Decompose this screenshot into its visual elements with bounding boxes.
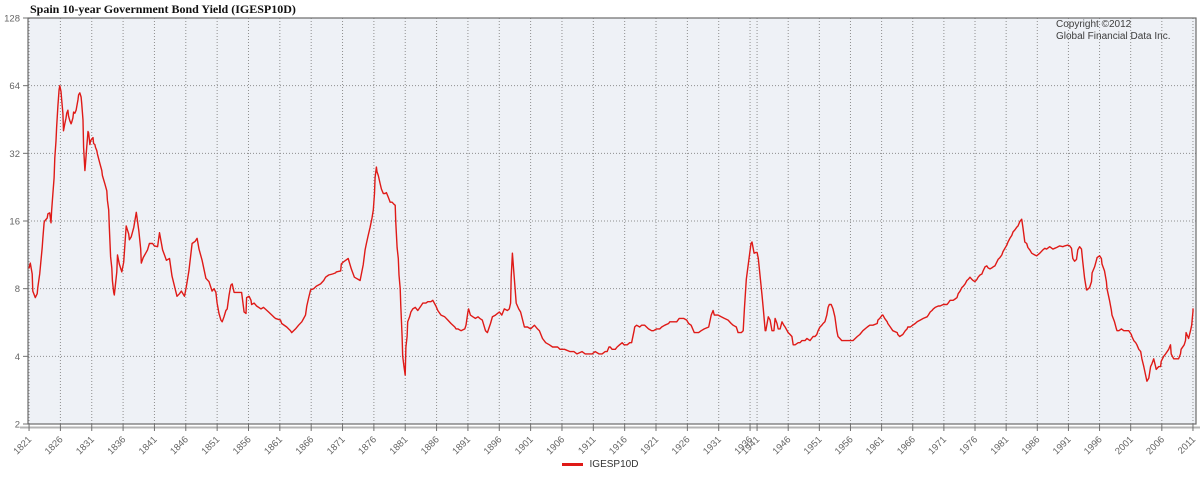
y-axis-labels: 2 4 8 16 32 64 128 [4, 14, 20, 431]
x-tick-label: 1871 [325, 434, 348, 457]
x-tick-label: 1836 [105, 434, 128, 457]
x-tick-label: 1866 [294, 434, 317, 457]
x-tick-label: 1986 [1020, 434, 1043, 457]
x-tick-label: 1896 [482, 434, 505, 457]
x-tick-label: 1991 [1051, 434, 1074, 457]
x-tick-label: 1961 [864, 434, 887, 457]
x-tick-label: 1916 [607, 434, 630, 457]
copyright-line-2: Global Financial Data Inc. [1056, 30, 1171, 42]
x-tick-label: 2001 [1113, 434, 1136, 457]
x-tick-label: 2006 [1144, 434, 1167, 457]
x-tick-label: 1966 [895, 434, 918, 457]
y-tick-label: 128 [4, 14, 20, 25]
x-tick-label: 1891 [450, 434, 473, 457]
x-tick-label: 1996 [1082, 434, 1105, 457]
x-tick-label: 1981 [989, 434, 1012, 457]
x-tick-label: 1876 [356, 434, 379, 457]
x-tick-label: 1976 [957, 434, 980, 457]
x-tick-label: 1851 [200, 434, 223, 457]
x-tick-label: 1971 [926, 434, 949, 457]
legend-line-swatch [561, 463, 583, 466]
y-tick-label: 64 [9, 81, 20, 92]
series-line-igesp10d [28, 84, 1194, 382]
x-tick-label: 1906 [544, 434, 567, 457]
x-tick-label: 2011 [1176, 434, 1198, 456]
x-tick-label: 1956 [833, 434, 856, 457]
x-tick-label: 1921 [638, 434, 661, 457]
x-tick-label: 1841 [137, 434, 160, 457]
x-tick-label: 1926 [670, 434, 693, 457]
x-tick-label: 1861 [262, 434, 285, 457]
axis-ticks [23, 17, 1194, 431]
y-tick-label: 32 [9, 149, 20, 160]
x-tick-label: 1901 [513, 434, 536, 457]
x-tick-label: 1951 [802, 434, 825, 457]
y-tick-label: 16 [9, 217, 20, 228]
x-tick-label: 1881 [388, 434, 411, 457]
legend-label: IGESP10D [589, 459, 639, 470]
x-tick-label: 1931 [701, 434, 724, 457]
y-tick-label: 8 [15, 284, 20, 295]
legend: IGESP10D [0, 459, 1200, 470]
y-tick-label: 4 [15, 352, 20, 363]
plot-background [28, 18, 1196, 424]
x-tick-label: 1846 [168, 434, 191, 457]
x-tick-label: 1886 [419, 434, 442, 457]
copyright-line-1: Copyright ©2012 [1056, 19, 1132, 30]
x-tick-label: 1856 [231, 434, 254, 457]
x-tick-label: 1831 [74, 434, 97, 457]
x-tick-label: 1821 [11, 434, 34, 457]
x-tick-label: 1946 [771, 434, 794, 457]
x-tick-label: 1826 [43, 434, 66, 457]
copyright-notice: Copyright ©2012 Global Financial Data In… [1056, 19, 1171, 42]
chart-title: Spain 10-year Government Bond Yield (IGE… [30, 2, 296, 16]
x-tick-label: 1911 [576, 434, 598, 456]
y-tick-label: 2 [15, 420, 20, 431]
x-axis-labels: 1821 1826 1831 1836 1841 1846 1851 1856 1861 1866… [11, 434, 1198, 457]
